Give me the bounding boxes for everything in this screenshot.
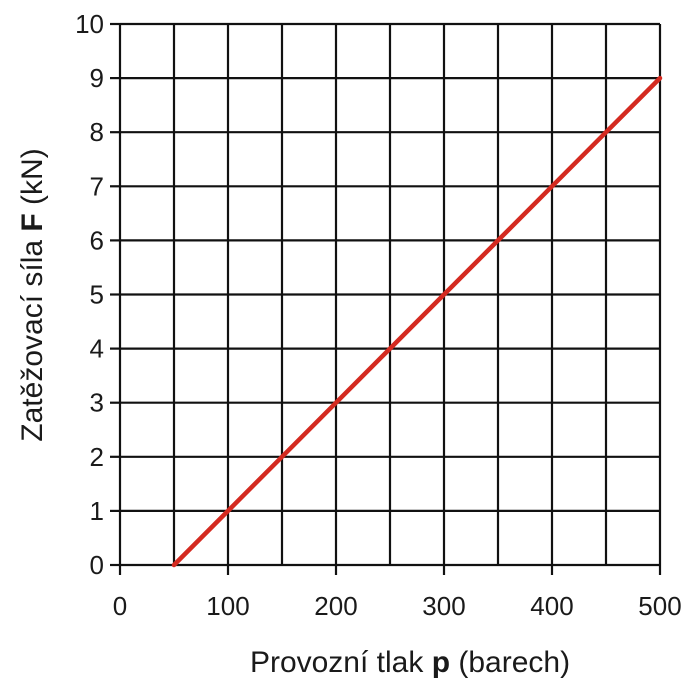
x-axis-title-unit: (barech) [450, 646, 570, 679]
y-tick-label: 5 [90, 280, 104, 310]
y-tick-label: 0 [90, 550, 104, 580]
y-axis-ticks: 0 1 2 3 4 5 6 7 8 9 10 [75, 9, 120, 580]
x-axis-title: Provozní tlak p (barech) [250, 646, 570, 679]
x-tick-label: 300 [422, 591, 465, 621]
y-tick-label: 10 [75, 9, 104, 39]
y-tick-label: 2 [90, 442, 104, 472]
y-axis-title-text: Zatěžovací síla [16, 232, 49, 442]
y-tick-label: 3 [90, 388, 104, 418]
y-tick-label: 7 [90, 171, 104, 201]
grid [118, 22, 662, 567]
x-tick-label: 200 [314, 591, 357, 621]
x-axis-ticks: 0 100 200 300 400 500 [113, 565, 682, 621]
y-tick-label: 8 [90, 117, 104, 147]
x-tick-label: 100 [206, 591, 249, 621]
x-tick-label: 400 [530, 591, 573, 621]
y-axis-title-symbol: F [16, 213, 49, 231]
x-axis-title-text: Provozní tlak [250, 646, 432, 679]
y-axis-title-unit: (kN) [16, 148, 49, 213]
x-tick-label: 500 [638, 591, 681, 621]
y-axis-title: Zatěžovací síla F (kN) [16, 148, 49, 441]
y-tick-label: 6 [90, 225, 104, 255]
x-axis-title-symbol: p [432, 646, 450, 679]
y-tick-label: 4 [90, 334, 104, 364]
y-tick-label: 1 [90, 496, 104, 526]
series-line [171, 75, 663, 568]
y-tick-label: 9 [90, 63, 104, 93]
x-tick-label: 0 [113, 591, 127, 621]
series-layer [171, 75, 663, 568]
